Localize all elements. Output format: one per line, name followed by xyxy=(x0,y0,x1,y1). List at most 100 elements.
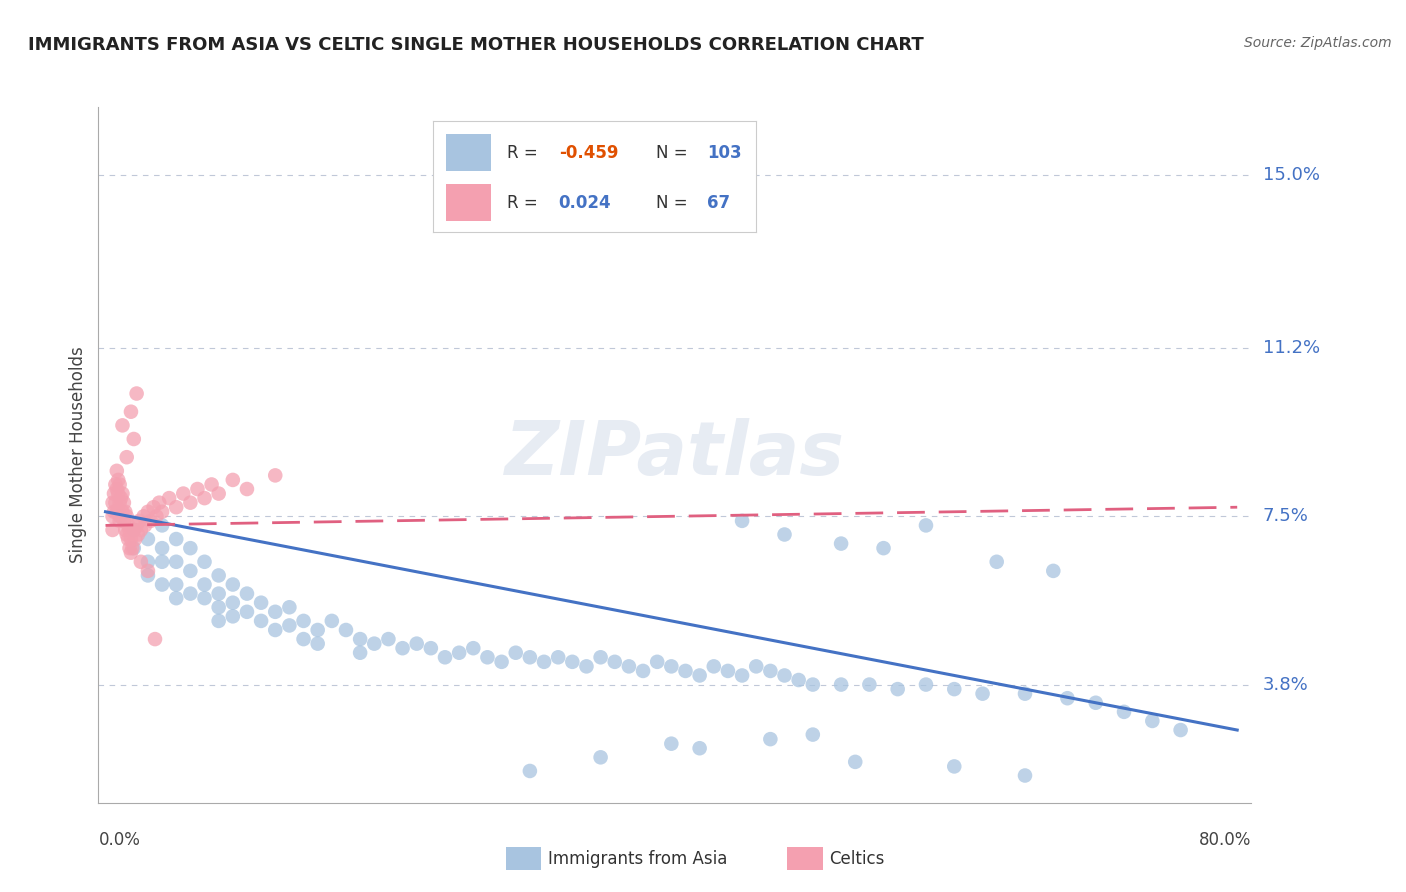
Point xyxy=(419,641,441,656)
Point xyxy=(129,555,152,569)
Point xyxy=(872,541,894,556)
Point xyxy=(165,577,187,591)
Point xyxy=(844,755,866,769)
Point xyxy=(150,518,173,533)
Point xyxy=(200,477,222,491)
Point xyxy=(236,482,259,496)
Point xyxy=(108,477,131,491)
Point xyxy=(193,577,215,591)
Y-axis label: Single Mother Households: Single Mother Households xyxy=(69,347,87,563)
Point xyxy=(547,650,569,665)
Point xyxy=(645,655,668,669)
Point xyxy=(307,623,329,637)
Point xyxy=(172,486,194,500)
Point xyxy=(122,432,145,446)
Point xyxy=(717,664,740,678)
Point xyxy=(122,523,145,537)
Point xyxy=(145,509,167,524)
Point xyxy=(103,486,125,500)
Text: 15.0%: 15.0% xyxy=(1263,166,1320,185)
Point xyxy=(731,668,754,682)
Point xyxy=(120,546,142,560)
Point xyxy=(136,555,159,569)
Point xyxy=(118,541,141,556)
Point xyxy=(208,486,231,500)
Point xyxy=(1112,705,1135,719)
Point xyxy=(589,650,612,665)
Point xyxy=(659,659,682,673)
Point xyxy=(278,618,301,632)
Point xyxy=(349,646,371,660)
Point xyxy=(111,418,134,433)
Point xyxy=(136,532,159,546)
Point xyxy=(830,677,852,691)
Point xyxy=(179,586,201,600)
Point xyxy=(519,764,541,778)
Point xyxy=(125,386,148,401)
Point xyxy=(915,518,938,533)
Point xyxy=(111,505,134,519)
Point xyxy=(129,523,152,537)
Point xyxy=(222,596,245,610)
Point xyxy=(127,527,149,541)
Point xyxy=(391,641,413,656)
Point xyxy=(335,623,357,637)
Point xyxy=(561,655,583,669)
Point xyxy=(759,732,782,747)
Point xyxy=(115,527,138,541)
Point xyxy=(122,541,145,556)
Point xyxy=(101,509,124,524)
Point xyxy=(208,614,231,628)
Point xyxy=(250,614,273,628)
Point xyxy=(1014,687,1036,701)
Point xyxy=(120,532,142,546)
Point xyxy=(165,532,187,546)
Point xyxy=(703,659,725,673)
Point xyxy=(801,728,824,742)
Point xyxy=(134,518,156,533)
Point xyxy=(114,505,136,519)
Point xyxy=(307,637,329,651)
Point xyxy=(208,568,231,582)
Point xyxy=(107,505,129,519)
Point xyxy=(519,650,541,665)
Point xyxy=(589,750,612,764)
Point xyxy=(128,514,150,528)
Point xyxy=(449,646,471,660)
Point xyxy=(675,664,697,678)
Point xyxy=(110,509,132,524)
Point xyxy=(136,505,159,519)
Point xyxy=(477,650,499,665)
Text: 3.8%: 3.8% xyxy=(1263,675,1309,694)
Point xyxy=(165,591,187,606)
Point xyxy=(108,509,131,524)
Point xyxy=(150,577,173,591)
Point xyxy=(104,496,127,510)
Text: 0.0%: 0.0% xyxy=(98,830,141,848)
Point xyxy=(143,632,166,646)
Point xyxy=(533,655,555,669)
Point xyxy=(105,505,128,519)
Point xyxy=(659,737,682,751)
Point xyxy=(603,655,626,669)
Point xyxy=(136,568,159,582)
Point xyxy=(222,473,245,487)
Point xyxy=(115,509,138,524)
Point xyxy=(1142,714,1164,728)
Point xyxy=(208,586,231,600)
Point xyxy=(186,482,208,496)
Point xyxy=(222,577,245,591)
Point xyxy=(110,491,132,505)
Point xyxy=(236,605,259,619)
Point xyxy=(125,518,148,533)
Point xyxy=(463,641,485,656)
Point xyxy=(101,523,124,537)
Point xyxy=(111,486,134,500)
Point xyxy=(115,450,138,465)
Text: Source: ZipAtlas.com: Source: ZipAtlas.com xyxy=(1244,36,1392,50)
Point xyxy=(132,509,155,524)
Point xyxy=(107,486,129,500)
Point xyxy=(363,637,385,651)
Point xyxy=(915,677,938,691)
Point xyxy=(179,541,201,556)
